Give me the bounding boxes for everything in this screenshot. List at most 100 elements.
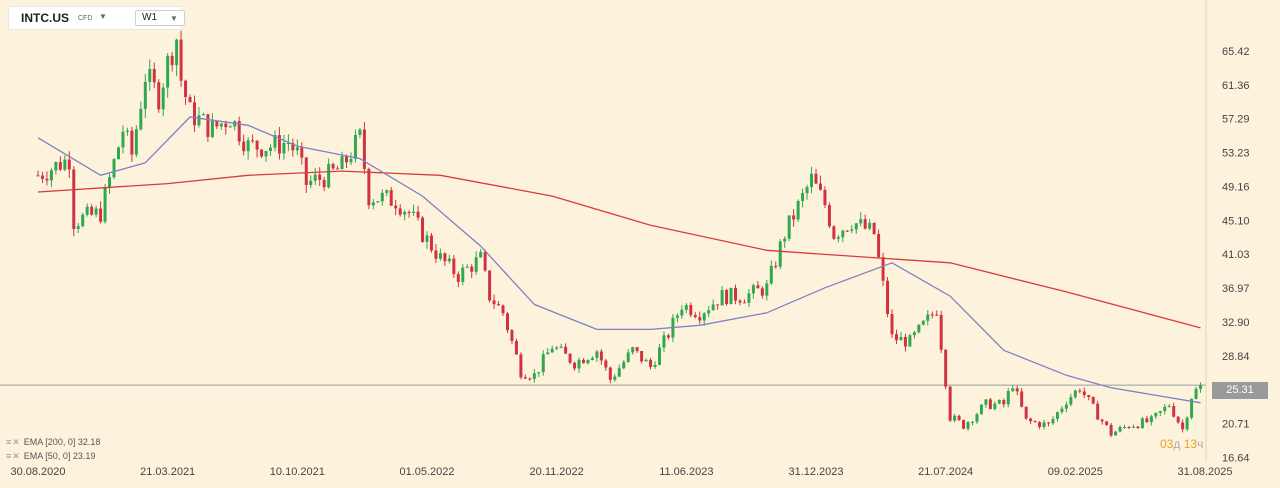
countdown-days-unit: д xyxy=(1173,437,1181,451)
candle-body xyxy=(313,174,317,181)
candle-body xyxy=(1069,397,1073,405)
candle-body xyxy=(152,69,156,83)
candle-body xyxy=(894,334,898,341)
candle-body xyxy=(246,140,250,152)
candle-body xyxy=(385,190,389,193)
candle-body xyxy=(877,233,881,258)
candle-body xyxy=(1109,424,1113,436)
candle-body xyxy=(125,130,129,132)
candle-body xyxy=(604,360,608,368)
candle-body xyxy=(608,367,612,380)
symbol-label[interactable]: INTC.US xyxy=(21,11,69,25)
x-tick-label: 31.08.2025 xyxy=(1177,466,1232,478)
candle-body xyxy=(966,422,970,429)
legend-ema50[interactable]: ≡✕ EMA [50, 0] 23.19 xyxy=(6,451,95,462)
candle-body xyxy=(1127,426,1131,428)
x-tick-label: 21.03.2021 xyxy=(140,466,195,478)
candle-body xyxy=(456,274,460,282)
candle-body xyxy=(215,120,219,127)
candle-body xyxy=(1176,416,1180,423)
candle-body xyxy=(1131,426,1135,428)
candle-body xyxy=(470,266,474,272)
candle-body xyxy=(67,159,71,170)
candle-body xyxy=(908,335,912,347)
candle-body xyxy=(930,314,934,316)
candle-body xyxy=(658,347,662,365)
candle-body xyxy=(389,190,393,206)
x-tick-label: 21.07.2024 xyxy=(918,466,973,478)
eye-icon[interactable]: ≡✕ xyxy=(6,451,21,461)
timeframe-select[interactable]: W1 ▼ xyxy=(135,10,185,26)
candle-body xyxy=(36,175,40,177)
candle-body xyxy=(349,158,353,163)
countdown-hours: 13 xyxy=(1183,437,1198,451)
candle-body xyxy=(573,362,577,369)
candle-body xyxy=(206,114,210,137)
candle-body xyxy=(635,347,639,352)
candle-body xyxy=(926,314,930,321)
y-tick-label: 61.36 xyxy=(1222,80,1250,92)
candle-body xyxy=(935,314,939,316)
candle-body xyxy=(1060,408,1064,413)
candle-body xyxy=(353,134,357,159)
candle-body xyxy=(1114,431,1118,436)
candle-body xyxy=(1002,399,1006,405)
candle-body xyxy=(541,354,545,373)
candle-body xyxy=(666,335,670,338)
candle-body xyxy=(729,287,733,305)
candle-body xyxy=(277,135,281,154)
x-tick-label: 31.12.2023 xyxy=(788,466,843,478)
candle-body xyxy=(962,419,966,429)
candle-body xyxy=(327,163,331,188)
candle-body xyxy=(559,346,563,348)
candle-body xyxy=(796,200,800,220)
candle-body xyxy=(94,208,98,215)
candle-body xyxy=(1181,422,1185,430)
candle-body xyxy=(1024,406,1028,419)
candle-body xyxy=(778,241,782,267)
candle-body xyxy=(1145,418,1149,423)
candle-body xyxy=(461,267,465,282)
candle-body xyxy=(832,226,836,239)
timeframe-label: W1 xyxy=(142,12,157,23)
candle-body xyxy=(742,302,746,304)
legend-ema200[interactable]: ≡✕ EMA [200, 0] 32.18 xyxy=(6,437,100,448)
candle-body xyxy=(407,211,411,213)
y-tick-label: 45.10 xyxy=(1222,215,1250,227)
candle-body xyxy=(953,415,957,421)
candle-body xyxy=(662,335,666,348)
candle-body xyxy=(483,251,487,271)
candle-body xyxy=(264,150,268,157)
candle-body xyxy=(720,290,724,306)
candle-body xyxy=(734,287,738,301)
legend-ema50-label: EMA [50, 0] 23.19 xyxy=(23,451,96,461)
candle-body xyxy=(586,359,590,364)
candle-body xyxy=(863,219,867,229)
candle-body xyxy=(769,265,773,284)
y-tick-label: 53.23 xyxy=(1222,148,1250,160)
chevron-down-icon[interactable]: ▼ xyxy=(99,12,107,21)
candle-body xyxy=(617,368,621,377)
eye-icon[interactable]: ≡✕ xyxy=(6,437,21,447)
instrument-badge: CFD xyxy=(78,15,93,22)
candle-body xyxy=(716,304,720,306)
candle-body xyxy=(474,257,478,272)
chevron-down-icon[interactable]: ▼ xyxy=(170,14,178,23)
candle-body xyxy=(984,399,988,405)
candle-body xyxy=(903,336,907,347)
candle-body xyxy=(376,201,380,203)
current-price-tag: 25.31 xyxy=(1212,382,1268,399)
candle-body xyxy=(890,313,894,335)
x-tick-label: 20.11.2022 xyxy=(530,466,584,478)
candle-body xyxy=(192,102,196,126)
candle-body xyxy=(45,178,49,181)
candle-body xyxy=(993,403,997,409)
candle-body xyxy=(90,206,94,215)
candle-body xyxy=(805,187,809,194)
candle-body xyxy=(63,159,67,170)
candle-body xyxy=(1038,422,1042,427)
candle-body xyxy=(242,141,246,152)
candle-body xyxy=(810,173,814,188)
